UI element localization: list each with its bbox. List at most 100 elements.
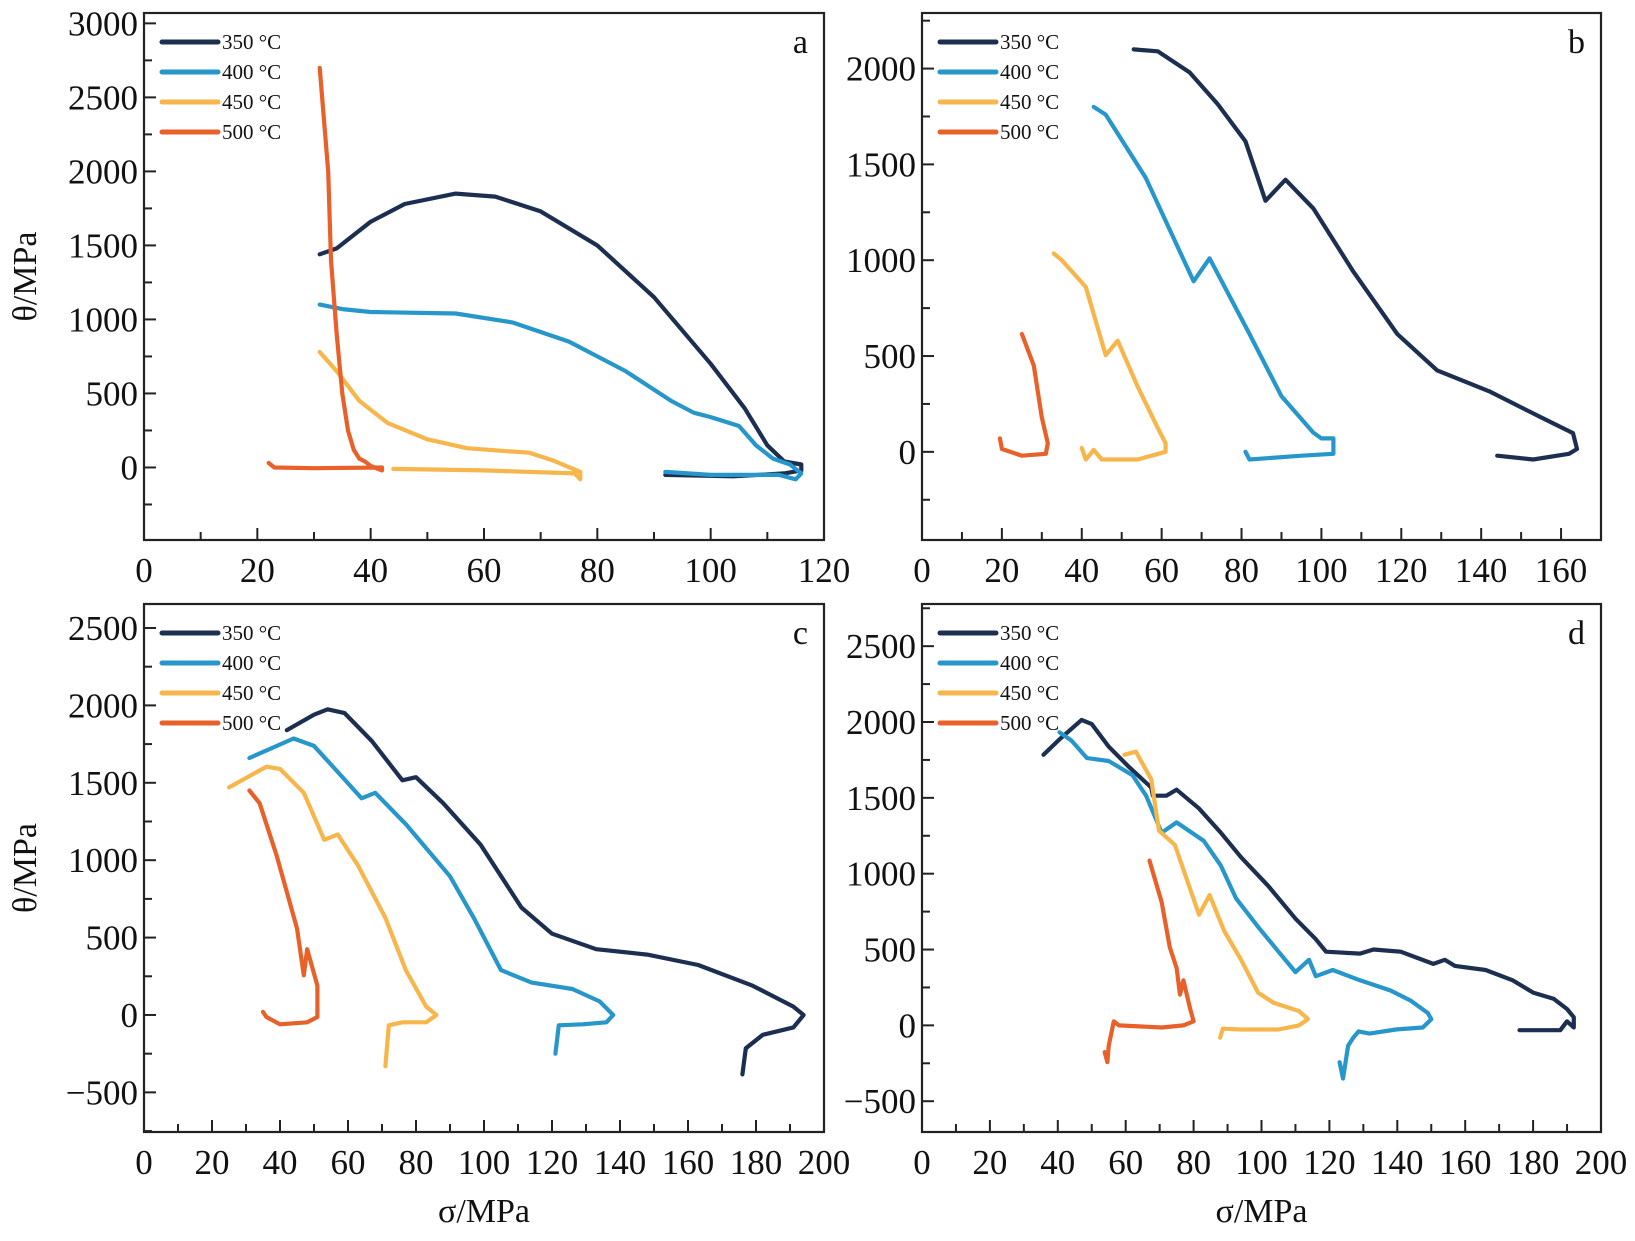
legend-label-350: 350 °C [1000,30,1059,54]
x-tick-label: 100 [1295,551,1348,590]
x-tick-label: 80 [399,1143,434,1182]
x-tick-label: 80 [1224,551,1259,590]
y-tick-label: 500 [86,374,139,413]
series-line-400 [1057,730,1434,1081]
x-tick-label: 200 [798,1143,851,1182]
legend-label-450: 450 °C [1000,681,1059,705]
series-line-400 [1091,104,1336,462]
x-tick-label: 0 [135,1143,153,1182]
series-line-350 [1131,47,1580,462]
legend-label-450: 450 °C [222,90,281,114]
panel-letter: a [793,24,808,61]
x-tick-label: 60 [1108,1143,1143,1182]
x-tick-label: 20 [972,1143,1007,1182]
series-line-350 [1041,717,1576,1033]
plot-frame [920,602,1603,1134]
legend-label-500: 500 °C [1000,120,1059,144]
x-tick-label: 40 [353,551,388,590]
y-axis-label: θ/MPa [7,232,44,322]
y-tick-label: 1500 [846,145,916,184]
x-tick-label: 200 [1575,1143,1628,1182]
legend-label-500: 500 °C [1000,711,1059,735]
legend-label-350: 350 °C [222,621,281,645]
series-line-400 [247,736,616,1056]
legend-label-400: 400 °C [222,651,281,675]
legend-label-350: 350 °C [222,30,281,54]
panel-letter: b [1568,24,1585,61]
plot-frame [142,11,826,542]
x-tick-label: 40 [263,1143,298,1182]
legend-label-450: 450 °C [222,681,281,705]
x-tick-label: 40 [1064,551,1099,590]
y-tick-label: 500 [864,337,917,376]
legend: 350 °C 400 °C 450 °C 500 °C [159,621,281,735]
x-tick-label: 60 [331,1143,366,1182]
y-tick-label: 2500 [846,627,916,666]
series-line-500 [247,788,320,1027]
x-tick-label: 40 [1040,1143,1075,1182]
y-tick-label: 1500 [68,764,138,803]
x-tick-label: 160 [1535,551,1588,590]
plot-frame [142,602,826,1134]
x-tick-label: 0 [913,1143,931,1182]
x-tick-label: 60 [467,551,502,590]
x-tick-label: 20 [240,551,275,590]
panel-b: 0 20 40 60 80 100 120 140 160 0 500 1000 1500 2000 350… [846,11,1603,590]
x-tick-label: 80 [1176,1143,1211,1182]
y-tick-label: 2500 [68,78,138,117]
series-line-500 [1102,858,1196,1065]
y-tick-label: 500 [86,919,139,958]
y-tick-label: 2000 [68,152,138,191]
x-tick-label: 120 [1303,1143,1356,1182]
y-tick-label: 1500 [68,226,138,265]
x-tick-label: 120 [798,551,851,590]
y-tick-label: 1000 [68,300,138,339]
x-tick-label: 100 [1235,1143,1288,1182]
x-tick-label: 100 [684,551,737,590]
x-tick-label: 120 [1375,551,1428,590]
x-tick-label: 0 [135,551,153,590]
x-tick-label: 120 [526,1143,579,1182]
y-tick-label: 1000 [68,841,138,880]
x-axis-label: σ/MPa [438,1193,530,1230]
panel-a: 0 20 40 60 80 100 120 0 500 1000 1500 2000 2500 3000 3… [7,4,850,590]
series-line-350 [317,191,804,479]
series-line-450 [1122,749,1311,1040]
y-tick-label: 2500 [68,609,138,648]
plot-frame [920,11,1603,542]
legend-label-400: 400 °C [222,60,281,84]
series-line-450 [1051,251,1168,462]
y-tick-label: 0 [899,433,917,472]
y-tick-label: 3000 [68,4,138,43]
y-tick-label: −500 [66,1073,138,1112]
y-tick-label: 0 [899,1006,917,1045]
x-axis-label: σ/MPa [1215,1193,1307,1230]
y-axis-label: θ/MPa [7,823,44,913]
x-tick-label: 100 [458,1143,511,1182]
legend-label-450: 450 °C [1000,90,1059,114]
y-tick-label: 1500 [846,779,916,818]
legend-label-400: 400 °C [1000,60,1059,84]
x-tick-label: 160 [662,1143,715,1182]
y-tick-label: 0 [121,996,139,1035]
series-line-500 [266,65,385,473]
legend: 350 °C 400 °C 450 °C 500 °C [159,30,281,144]
y-tick-label: 2000 [846,703,916,742]
series-line-500 [997,331,1050,458]
series-line-450 [317,349,583,482]
x-tick-label: 60 [1144,551,1179,590]
x-tick-label: 180 [1507,1143,1560,1182]
panel-letter: c [793,615,808,652]
x-tick-label: 180 [730,1143,783,1182]
legend-label-500: 500 °C [222,120,281,144]
y-tick-label: −500 [844,1082,916,1121]
x-tick-label: 20 [195,1143,230,1182]
legend-label-500: 500 °C [222,711,281,735]
panel-d: 0 20 40 60 80 100 120 140 160 180 200 −500 0 500 1000 1… [844,602,1628,1230]
y-tick-label: 1000 [846,241,916,280]
panel-c: 0 20 40 60 80 100 120 140 160 180 200 −500 0 500 1000 1… [7,602,851,1230]
x-tick-label: 80 [580,551,615,590]
x-tick-label: 160 [1439,1143,1492,1182]
x-tick-label: 20 [984,551,1019,590]
